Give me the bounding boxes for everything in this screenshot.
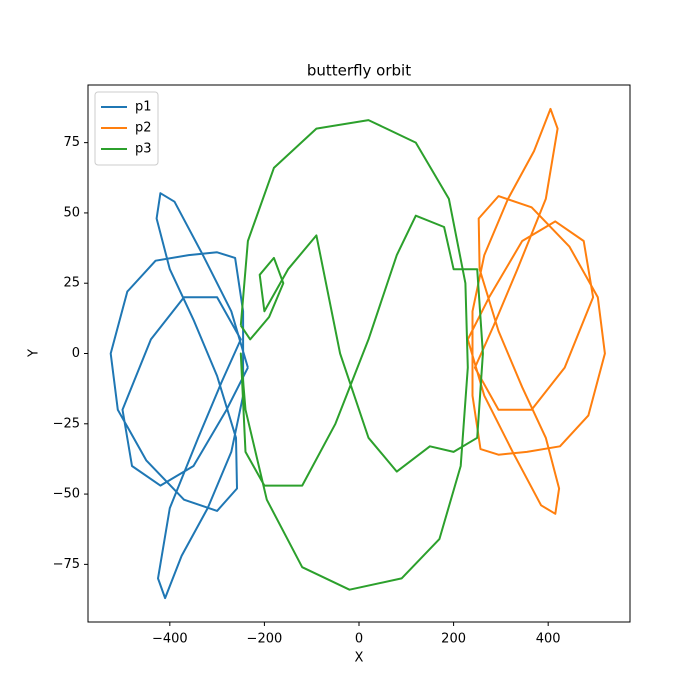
x-tick-label: 400 — [536, 632, 561, 647]
legend-label: p1 — [135, 100, 152, 115]
x-axis-label: X — [355, 651, 364, 666]
y-tick-label: −75 — [53, 557, 80, 572]
x-tick-label: −400 — [152, 632, 188, 647]
y-tick-label: 75 — [63, 135, 80, 150]
y-tick-label: 50 — [63, 205, 80, 220]
x-tick-label: 200 — [441, 632, 466, 647]
series-line — [466, 107, 606, 515]
legend-label: p3 — [135, 142, 152, 157]
y-tick-label: −50 — [53, 487, 80, 502]
legend-label: p2 — [135, 121, 152, 136]
chart-title: butterfly orbit — [307, 62, 411, 80]
y-tick-label: −25 — [53, 416, 80, 431]
y-tick-label: 0 — [72, 346, 80, 361]
y-tick-label: 25 — [63, 276, 80, 291]
x-tick-label: −200 — [247, 632, 283, 647]
series-line — [239, 119, 484, 591]
y-axis-label: Y — [27, 349, 42, 358]
series-line — [109, 192, 249, 600]
plot-frame — [87, 84, 631, 623]
x-tick-label: 0 — [355, 632, 363, 647]
